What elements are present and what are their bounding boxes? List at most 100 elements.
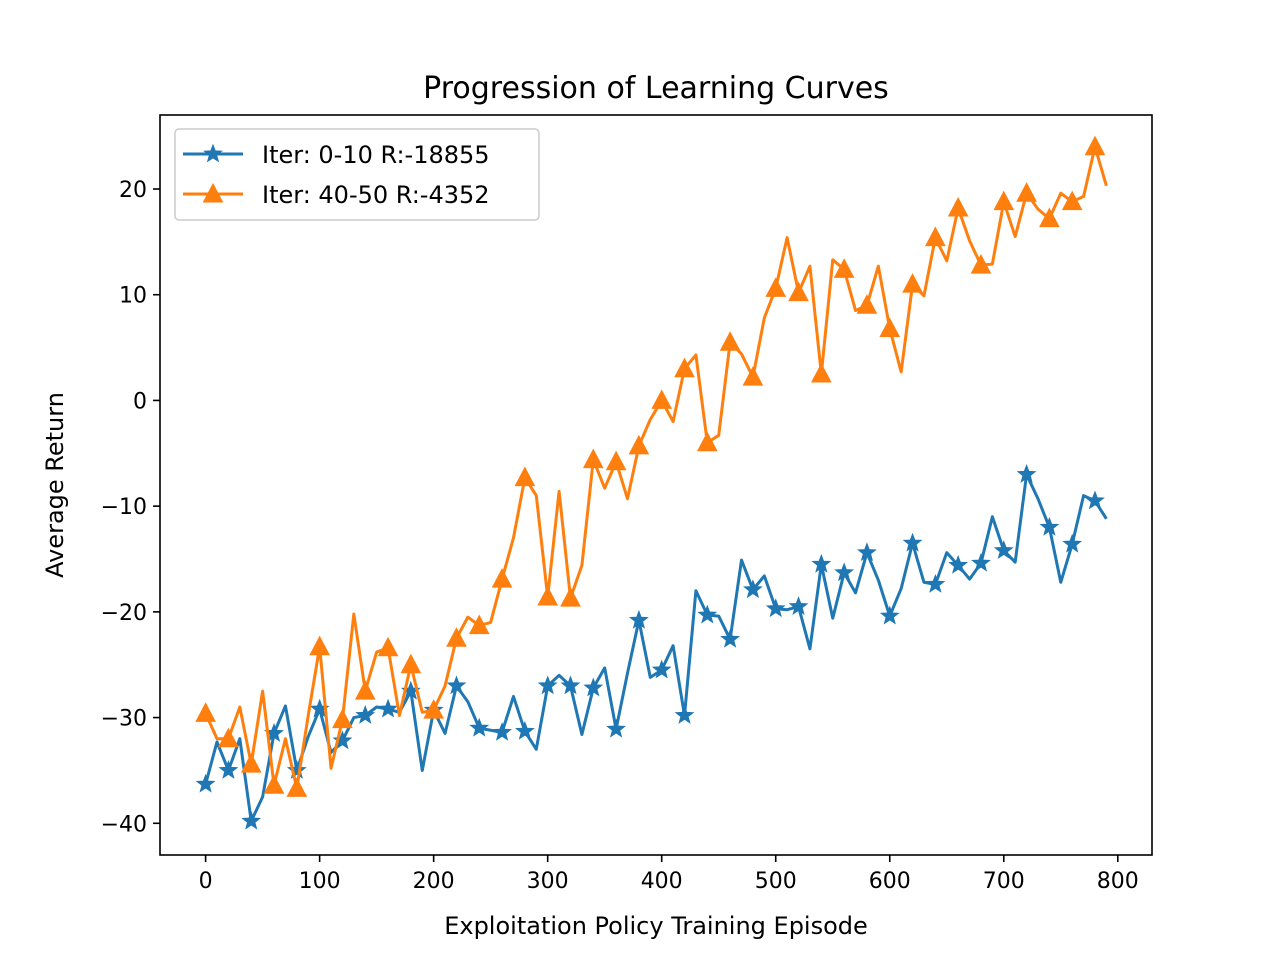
series-2-point xyxy=(1016,182,1037,202)
y-tick-label: 0 xyxy=(133,389,147,414)
series-2-point xyxy=(240,753,262,773)
series-2-point xyxy=(696,431,718,452)
series-1-point xyxy=(514,720,535,740)
legend-item-2: Iter: 40-50 R:-4352 xyxy=(183,181,490,209)
x-tick-label: 700 xyxy=(983,869,1025,894)
series-1-point xyxy=(218,760,239,779)
series-2-point xyxy=(560,587,581,607)
x-tick-label: 500 xyxy=(755,869,797,894)
series-2-point xyxy=(286,777,308,797)
series-2-point xyxy=(332,708,353,729)
series-1-point xyxy=(1039,516,1060,536)
x-tick-label: 0 xyxy=(199,869,213,894)
y-tick-label: 10 xyxy=(119,284,147,309)
series-1-point xyxy=(993,540,1014,559)
series-2 xyxy=(195,135,1108,797)
legend-marker xyxy=(203,143,223,163)
y-tick-label: −30 xyxy=(101,707,147,732)
series-2-point xyxy=(468,614,490,635)
legend-label: Iter: 40-50 R:-4352 xyxy=(262,181,490,209)
series-2-point xyxy=(833,258,855,278)
series-2-point xyxy=(856,294,878,314)
y-tick-label: −40 xyxy=(101,812,147,837)
axes: 0 100 200 300 400 500 600 700 800 −40 −30 −20 −10 0 10… xyxy=(101,114,1153,894)
series-1-point xyxy=(834,562,855,582)
series-1-point xyxy=(355,705,376,724)
series-2-point xyxy=(993,190,1015,211)
series-1-line xyxy=(204,472,1108,823)
series-2-point xyxy=(765,277,787,297)
series-1-point xyxy=(628,609,649,629)
series-2-point xyxy=(742,366,764,386)
series-2-point xyxy=(309,635,330,656)
series-1-point xyxy=(651,659,672,679)
y-tick-label: −10 xyxy=(101,495,147,520)
x-tick-label: 100 xyxy=(299,869,341,894)
series-1-point xyxy=(560,675,581,695)
series-1-point xyxy=(674,705,695,724)
series-2-point xyxy=(674,357,695,378)
series-1-point xyxy=(332,730,353,750)
series-2-point xyxy=(514,466,536,487)
series-1-point xyxy=(195,773,216,793)
series-1-point xyxy=(765,598,786,618)
series-1-point xyxy=(1085,490,1105,510)
series-1-point xyxy=(697,604,718,624)
series-2-point xyxy=(925,226,946,247)
legend: Iter: 0-10 R:-18855 Iter: 40-50 R:-4352 xyxy=(174,128,540,221)
series-2-point xyxy=(423,699,444,719)
series-1-point xyxy=(1062,533,1083,553)
x-tick-label: 200 xyxy=(413,869,455,894)
series-1-point xyxy=(492,721,512,741)
y-axis-label: Average Return xyxy=(41,392,69,578)
series-1-point xyxy=(925,573,946,593)
series-1-point xyxy=(537,675,558,695)
series-2-point xyxy=(195,702,216,722)
series-1-point xyxy=(241,810,262,830)
y-tick-label: −20 xyxy=(101,601,147,626)
plot-frame xyxy=(159,114,1153,856)
series-2-point xyxy=(218,727,239,748)
series-1-point xyxy=(857,542,877,562)
series-2-point xyxy=(491,568,513,588)
chart-title: Progression of Learning Curves xyxy=(423,71,889,106)
x-tick-label: 800 xyxy=(1097,869,1139,894)
series-2-point xyxy=(788,281,809,302)
series-1 xyxy=(195,464,1108,830)
series-2-point xyxy=(628,434,650,455)
series-1-point xyxy=(879,605,900,625)
legend-label: Iter: 0-10 R:-18855 xyxy=(262,141,490,169)
series-1-point xyxy=(902,532,923,552)
x-tick-label: 300 xyxy=(527,869,569,894)
series-1-point xyxy=(788,596,809,615)
series-1-point xyxy=(1016,464,1037,483)
series-2-point xyxy=(537,585,559,606)
series-2-point xyxy=(263,774,285,794)
series-1-point xyxy=(606,718,626,738)
series-2-line xyxy=(204,145,1108,790)
series-2-point xyxy=(400,653,422,674)
series-1-point xyxy=(811,553,832,573)
series-1-point xyxy=(583,677,604,697)
series-1-point xyxy=(469,717,490,737)
series-1-point xyxy=(378,698,398,718)
series-2-point xyxy=(651,389,673,409)
series-2-point xyxy=(446,627,467,647)
series-1-point xyxy=(286,760,307,779)
series-1-point xyxy=(446,675,467,695)
series-2-point xyxy=(605,450,627,471)
series-2-point xyxy=(1039,207,1060,228)
series-2-point xyxy=(1084,135,1106,156)
series-1-point xyxy=(948,554,969,574)
series-2-point xyxy=(354,680,376,700)
series-2-point xyxy=(970,254,992,274)
series-1-point xyxy=(720,628,741,648)
y-tick-label: 20 xyxy=(119,178,147,203)
series-2-point xyxy=(582,448,604,469)
series-2-point xyxy=(879,317,901,338)
series-2-point xyxy=(811,362,832,383)
series-1-point xyxy=(743,579,763,599)
series-1-point xyxy=(971,552,991,572)
series-2-point xyxy=(1061,190,1083,211)
